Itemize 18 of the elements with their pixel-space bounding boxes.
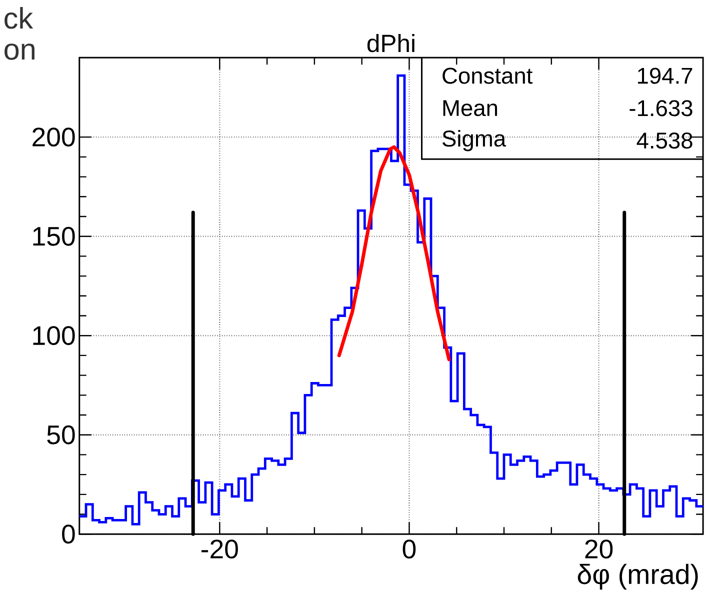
x-tick-label: 0: [402, 540, 416, 559]
text: on: [4, 44, 34, 60]
x-tick-label: -20: [202, 540, 238, 559]
y-tick-label: 100: [33, 326, 75, 346]
annotation: Sigma: [442, 130, 506, 152]
annotation: 4.538: [636, 132, 692, 149]
annotation: 194.7: [638, 68, 692, 84]
text: ck: [4, 7, 34, 29]
x-axis-title: δφ (mrad): [578, 564, 698, 590]
x-tick-label: 20: [585, 540, 613, 559]
annotation: -1.633: [630, 100, 692, 116]
annotation: Constant: [442, 68, 533, 84]
y-tick-label: 150: [33, 226, 75, 246]
chart-title: dPhi: [367, 34, 414, 52]
y-tick-label: 50: [47, 426, 75, 444]
y-tick-label: 0: [62, 524, 75, 544]
annotation: Mean: [443, 100, 498, 116]
y-tick-label: 200: [32, 128, 75, 147]
